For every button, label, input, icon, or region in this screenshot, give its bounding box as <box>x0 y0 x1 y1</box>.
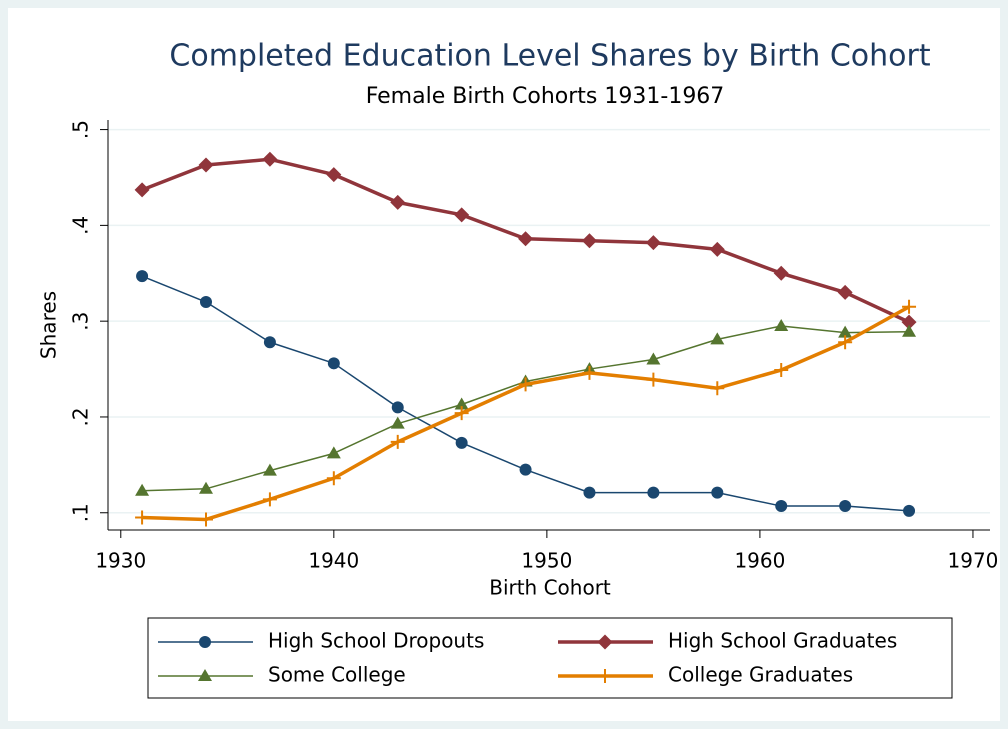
data-point <box>391 401 404 414</box>
data-point <box>710 381 725 396</box>
data-point <box>581 233 597 249</box>
x-tick-label: 1930 <box>95 549 146 573</box>
graph-region <box>8 8 1000 721</box>
data-point <box>582 365 597 380</box>
data-point <box>902 324 917 337</box>
data-point <box>263 336 276 349</box>
y-tick-label: .1 <box>69 503 93 522</box>
data-point <box>390 416 405 429</box>
chart-title: Completed Education Level Shares by Birt… <box>169 39 930 74</box>
data-point <box>902 299 917 314</box>
data-point <box>518 231 534 247</box>
data-point <box>903 504 916 517</box>
data-point <box>773 265 789 281</box>
data-point <box>454 397 469 410</box>
data-point <box>709 241 725 257</box>
data-point <box>711 486 724 499</box>
data-point <box>646 372 661 387</box>
legend-marker <box>199 636 211 648</box>
data-point <box>326 167 342 183</box>
data-point <box>583 486 596 499</box>
data-point <box>135 510 150 525</box>
y-axis-label: Shares <box>37 291 61 359</box>
legend-label: High School Graduates <box>668 629 897 653</box>
data-point <box>199 481 213 494</box>
data-point <box>262 151 278 167</box>
legend-marker <box>597 634 613 650</box>
data-point <box>198 157 214 173</box>
y-tick-label: .2 <box>69 407 93 426</box>
data-point <box>262 492 277 507</box>
legend-label: Some College <box>268 663 406 687</box>
data-point <box>646 352 661 365</box>
legend-label: College Graduates <box>668 663 853 687</box>
data-point <box>390 194 406 210</box>
data-point <box>837 284 853 300</box>
legend-box <box>147 617 953 699</box>
y-tick-label: .4 <box>69 216 93 235</box>
data-point <box>326 471 341 486</box>
x-tick-label: 1950 <box>521 549 572 573</box>
data-point <box>838 335 853 350</box>
data-point <box>774 363 789 378</box>
data-point <box>647 486 660 499</box>
x-tick-label: 1970 <box>948 549 999 573</box>
data-point <box>135 483 150 496</box>
data-point <box>519 463 532 476</box>
x-tick-label: 1940 <box>308 549 359 573</box>
data-point <box>199 512 213 527</box>
data-point <box>901 314 917 330</box>
data-point <box>134 182 150 198</box>
data-point <box>838 325 853 338</box>
data-point <box>645 235 661 251</box>
data-point <box>326 446 341 459</box>
data-point <box>839 500 852 513</box>
data-point <box>710 332 725 345</box>
legend-label: High School Dropouts <box>268 629 484 653</box>
data-point <box>775 500 788 513</box>
y-tick-label: .5 <box>69 120 93 139</box>
chart-subtitle: Female Birth Cohorts 1931-1967 <box>366 84 725 109</box>
data-point <box>455 436 468 449</box>
x-tick-label: 1960 <box>734 549 785 573</box>
data-point <box>262 463 277 476</box>
x-axis-label: Birth Cohort <box>489 576 611 600</box>
legend-marker <box>598 669 612 683</box>
data-point <box>136 270 149 283</box>
data-point <box>454 406 469 421</box>
y-tick-label: .3 <box>69 312 93 331</box>
data-point <box>390 434 405 449</box>
data-point <box>774 318 789 331</box>
data-point <box>327 357 340 370</box>
data-point <box>200 296 212 309</box>
data-point <box>454 207 470 223</box>
legend-marker <box>198 669 212 681</box>
data-point <box>518 377 533 392</box>
